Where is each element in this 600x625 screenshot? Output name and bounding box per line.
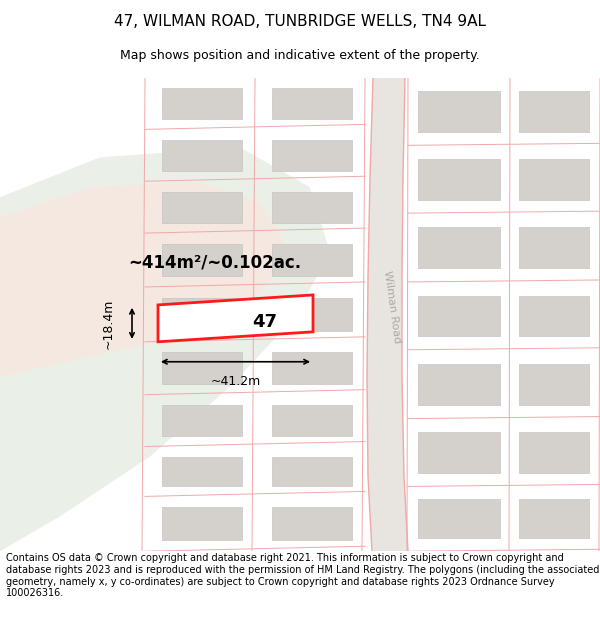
Polygon shape [161, 405, 242, 436]
Text: ~41.2m: ~41.2m [211, 375, 260, 388]
Polygon shape [161, 192, 242, 222]
Polygon shape [271, 244, 352, 276]
Polygon shape [271, 405, 352, 436]
Text: Contains OS data © Crown copyright and database right 2021. This information is : Contains OS data © Crown copyright and d… [6, 553, 599, 598]
Polygon shape [0, 78, 290, 377]
Polygon shape [418, 159, 500, 199]
Polygon shape [161, 244, 242, 276]
Polygon shape [519, 432, 589, 473]
Polygon shape [271, 140, 352, 171]
Text: 47: 47 [253, 313, 277, 331]
Polygon shape [519, 159, 589, 199]
Text: ~18.4m: ~18.4m [101, 298, 115, 349]
Polygon shape [519, 91, 589, 132]
Polygon shape [271, 192, 352, 222]
Polygon shape [418, 499, 500, 538]
Polygon shape [519, 499, 589, 538]
Polygon shape [271, 508, 352, 540]
Polygon shape [161, 456, 242, 486]
Polygon shape [418, 296, 500, 336]
Polygon shape [158, 295, 313, 342]
Polygon shape [161, 88, 242, 119]
Polygon shape [161, 508, 242, 540]
Polygon shape [161, 140, 242, 171]
Text: Map shows position and indicative extent of the property.: Map shows position and indicative extent… [120, 49, 480, 62]
Polygon shape [271, 88, 352, 119]
Polygon shape [271, 298, 352, 331]
Polygon shape [418, 91, 500, 132]
Polygon shape [161, 352, 242, 384]
Text: 47, WILMAN ROAD, TUNBRIDGE WELLS, TN4 9AL: 47, WILMAN ROAD, TUNBRIDGE WELLS, TN4 9A… [114, 14, 486, 29]
Text: Wilman Road: Wilman Road [382, 270, 402, 344]
Polygon shape [418, 227, 500, 268]
Polygon shape [271, 352, 352, 384]
Polygon shape [519, 227, 589, 268]
Text: ~414m²/~0.102ac.: ~414m²/~0.102ac. [128, 253, 302, 271]
Polygon shape [519, 364, 589, 405]
Polygon shape [367, 78, 408, 551]
Polygon shape [418, 432, 500, 473]
Polygon shape [161, 298, 242, 331]
Polygon shape [519, 296, 589, 336]
Polygon shape [271, 456, 352, 486]
Polygon shape [0, 148, 330, 551]
Polygon shape [418, 364, 500, 405]
